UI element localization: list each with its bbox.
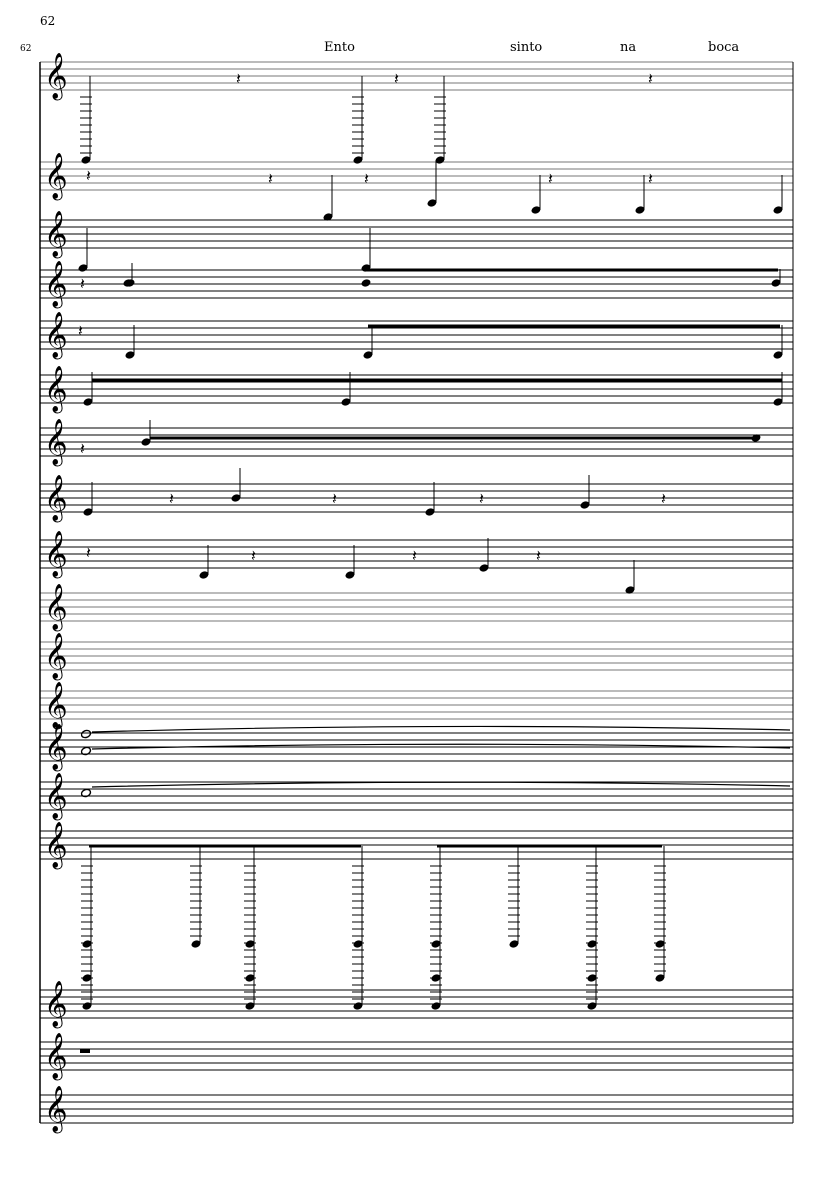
lyric-syllable: Ento bbox=[324, 40, 355, 55]
treble-clef-icon: 𝄞 bbox=[44, 153, 68, 201]
treble-clef-icon: 𝄞 bbox=[44, 366, 68, 414]
notehead bbox=[83, 398, 93, 406]
quarter-rest-icon: 𝄽 bbox=[169, 489, 174, 508]
notehead bbox=[353, 1002, 363, 1010]
notehead bbox=[773, 398, 783, 406]
treble-clef-icon: 𝄞 bbox=[44, 981, 68, 1029]
notehead bbox=[425, 508, 435, 516]
notehead bbox=[82, 1002, 92, 1010]
notehead bbox=[635, 206, 645, 214]
quarter-rest-icon: 𝄽 bbox=[648, 69, 653, 88]
treble-clef-icon: 𝄞 bbox=[44, 682, 68, 730]
notehead bbox=[751, 434, 761, 442]
treble-clef-icon: 𝄞 bbox=[44, 1033, 68, 1081]
notehead bbox=[531, 206, 541, 214]
treble-clef-icon: 𝄞 bbox=[44, 724, 68, 772]
notehead bbox=[78, 264, 88, 272]
lyric-syllable: boca bbox=[708, 40, 740, 55]
quarter-rest-icon: 𝄽 bbox=[332, 489, 337, 508]
notehead bbox=[427, 199, 437, 207]
quarter-rest-icon: 𝄽 bbox=[86, 166, 91, 185]
notehead bbox=[80, 746, 92, 756]
lyric-syllable: na bbox=[620, 40, 637, 55]
notehead bbox=[587, 940, 597, 948]
treble-clef-icon: 𝄞 bbox=[44, 584, 68, 632]
quarter-rest-icon: 𝄽 bbox=[661, 489, 666, 508]
notehead bbox=[245, 974, 255, 982]
treble-clef-icon: 𝄞 bbox=[44, 312, 68, 360]
quarter-rest-icon: 𝄽 bbox=[536, 546, 541, 565]
notehead bbox=[435, 156, 445, 164]
notehead bbox=[655, 974, 665, 982]
notehead bbox=[80, 729, 92, 739]
treble-clef-icon: 𝄞 bbox=[44, 261, 68, 309]
notehead bbox=[345, 571, 355, 579]
treble-clef-icon: 𝄞 bbox=[44, 822, 68, 870]
notehead bbox=[587, 1002, 597, 1010]
quarter-rest-icon: 𝄽 bbox=[86, 543, 91, 562]
notehead bbox=[83, 508, 93, 516]
treble-clef-icon: 𝄞 bbox=[44, 531, 68, 579]
notehead bbox=[82, 974, 92, 982]
measure-number: 62 bbox=[40, 14, 56, 28]
quarter-rest-icon: 𝄽 bbox=[394, 69, 399, 88]
notehead bbox=[625, 586, 635, 594]
treble-clef-icon: 𝄞 bbox=[44, 475, 68, 523]
notehead bbox=[141, 438, 151, 446]
quarter-rest-icon: 𝄽 bbox=[80, 274, 85, 293]
notehead bbox=[81, 156, 91, 164]
quarter-rest-icon: 𝄽 bbox=[364, 169, 369, 188]
notehead bbox=[231, 494, 241, 502]
notehead bbox=[82, 940, 92, 948]
notehead bbox=[773, 351, 783, 359]
notehead bbox=[353, 156, 363, 164]
notehead bbox=[123, 279, 133, 287]
notehead bbox=[431, 1002, 441, 1010]
notehead bbox=[655, 940, 665, 948]
measure-number-small: 62 bbox=[20, 44, 32, 54]
notehead bbox=[353, 940, 363, 948]
tie bbox=[91, 781, 791, 788]
treble-clef-icon: 𝄞 bbox=[44, 633, 68, 681]
notehead bbox=[80, 788, 92, 798]
notehead bbox=[771, 279, 781, 287]
quarter-rest-icon: 𝄽 bbox=[80, 439, 85, 458]
notehead bbox=[245, 1002, 255, 1010]
notehead bbox=[479, 564, 489, 572]
treble-clef-icon: 𝄞 bbox=[44, 419, 68, 467]
quarter-rest-icon: 𝄽 bbox=[268, 169, 273, 188]
tie bbox=[91, 725, 791, 733]
notehead bbox=[125, 351, 135, 359]
quarter-rest-icon: 𝄽 bbox=[251, 546, 256, 565]
quarter-rest-icon: 𝄽 bbox=[479, 489, 484, 508]
quarter-rest-icon: 𝄽 bbox=[648, 169, 653, 188]
notehead bbox=[509, 940, 519, 948]
notehead bbox=[431, 940, 441, 948]
notehead bbox=[191, 940, 201, 948]
notehead bbox=[341, 398, 351, 406]
notehead bbox=[245, 940, 255, 948]
whole-rest-icon bbox=[80, 1049, 90, 1053]
notehead bbox=[199, 571, 209, 579]
treble-clef-icon: 𝄞 bbox=[44, 1086, 68, 1134]
notehead bbox=[580, 501, 590, 509]
notehead bbox=[361, 279, 371, 287]
notehead bbox=[773, 206, 783, 214]
notehead bbox=[587, 974, 597, 982]
lyric-syllable: sinto bbox=[510, 40, 543, 55]
treble-clef-icon: 𝄞 bbox=[44, 53, 68, 101]
treble-clef-icon: 𝄞 bbox=[44, 773, 68, 821]
notehead bbox=[323, 213, 333, 221]
notehead bbox=[363, 351, 373, 359]
treble-clef-icon: 𝄞 bbox=[44, 211, 68, 259]
quarter-rest-icon: 𝄽 bbox=[236, 69, 241, 88]
notehead bbox=[431, 974, 441, 982]
quarter-rest-icon: 𝄽 bbox=[548, 169, 553, 188]
quarter-rest-icon: 𝄽 bbox=[78, 321, 83, 340]
tie bbox=[91, 743, 791, 750]
quarter-rest-icon: 𝄽 bbox=[412, 546, 417, 565]
